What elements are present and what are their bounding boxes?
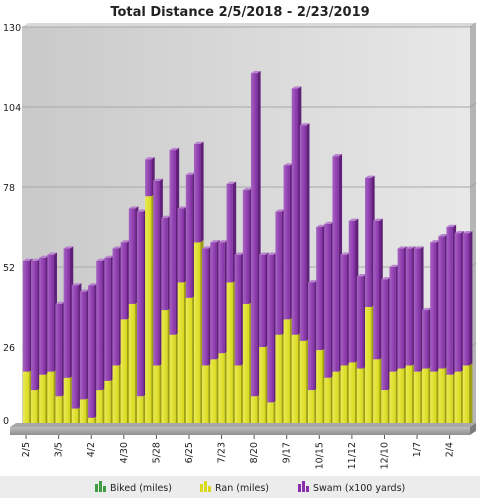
y-tick-label: 78	[3, 183, 15, 194]
bar-segment	[462, 363, 473, 427]
bar-segment	[462, 230, 473, 366]
legend-label-swam: Swam (x100 yards)	[313, 483, 405, 494]
x-tick-label: 2/5	[21, 442, 32, 457]
bars-group	[22, 70, 473, 427]
x-tick-label: 3/5	[54, 442, 65, 457]
legend-item-swam: Swam (x100 yards)	[298, 481, 405, 494]
y-tick-label: 52	[3, 263, 15, 274]
bar-chart-icon	[95, 481, 106, 492]
bar-chart-icon	[298, 481, 309, 492]
x-tick-label: 8/20	[249, 442, 260, 463]
x-tick-label: 5/28	[151, 442, 162, 463]
plot-floor	[10, 423, 476, 435]
x-tick-label: 1/7	[412, 442, 423, 457]
x-tick-label: 11/12	[347, 442, 358, 469]
y-tick-label: 26	[3, 343, 15, 354]
grid-line-depth	[469, 22, 477, 28]
x-tick-label: 10/15	[314, 442, 325, 469]
legend-label-ran: Ran (miles)	[215, 483, 269, 494]
legend-item-ran: Ran (miles)	[200, 481, 269, 494]
x-tick-label: 4/2	[86, 442, 97, 457]
chart-title: Total Distance 2/5/2018 - 2/23/2019	[110, 5, 370, 20]
legend-item-biked: Biked (miles)	[95, 481, 172, 494]
y-tick-label: 104	[3, 103, 21, 114]
bar-chart-icon	[200, 481, 211, 492]
x-tick-label: 9/17	[282, 442, 293, 463]
legend-background	[0, 476, 480, 498]
legend-label-biked: Biked (miles)	[110, 483, 172, 494]
x-tick-label: 4/30	[119, 442, 130, 463]
x-axis: 2/5 3/5 4/2 4/30 5/28 6/25 7/23 8/20 9/17 10/15 11…	[21, 435, 456, 469]
grid-line-depth	[469, 182, 477, 188]
legend: Biked (miles) Ran (miles) Swam (x100 yar…	[0, 476, 480, 498]
y-tick-label: 130	[3, 23, 21, 34]
x-tick-label: 12/10	[379, 442, 390, 469]
x-tick-label: 7/23	[217, 442, 228, 463]
bar-segment	[193, 141, 204, 243]
y-tick-label: 0	[3, 416, 9, 427]
x-tick-label: 6/25	[184, 442, 195, 463]
x-tick-label: 2/4	[445, 442, 456, 457]
grid-line-depth	[469, 102, 477, 108]
y-axis: 0 26 52 78 104 130	[3, 23, 21, 427]
